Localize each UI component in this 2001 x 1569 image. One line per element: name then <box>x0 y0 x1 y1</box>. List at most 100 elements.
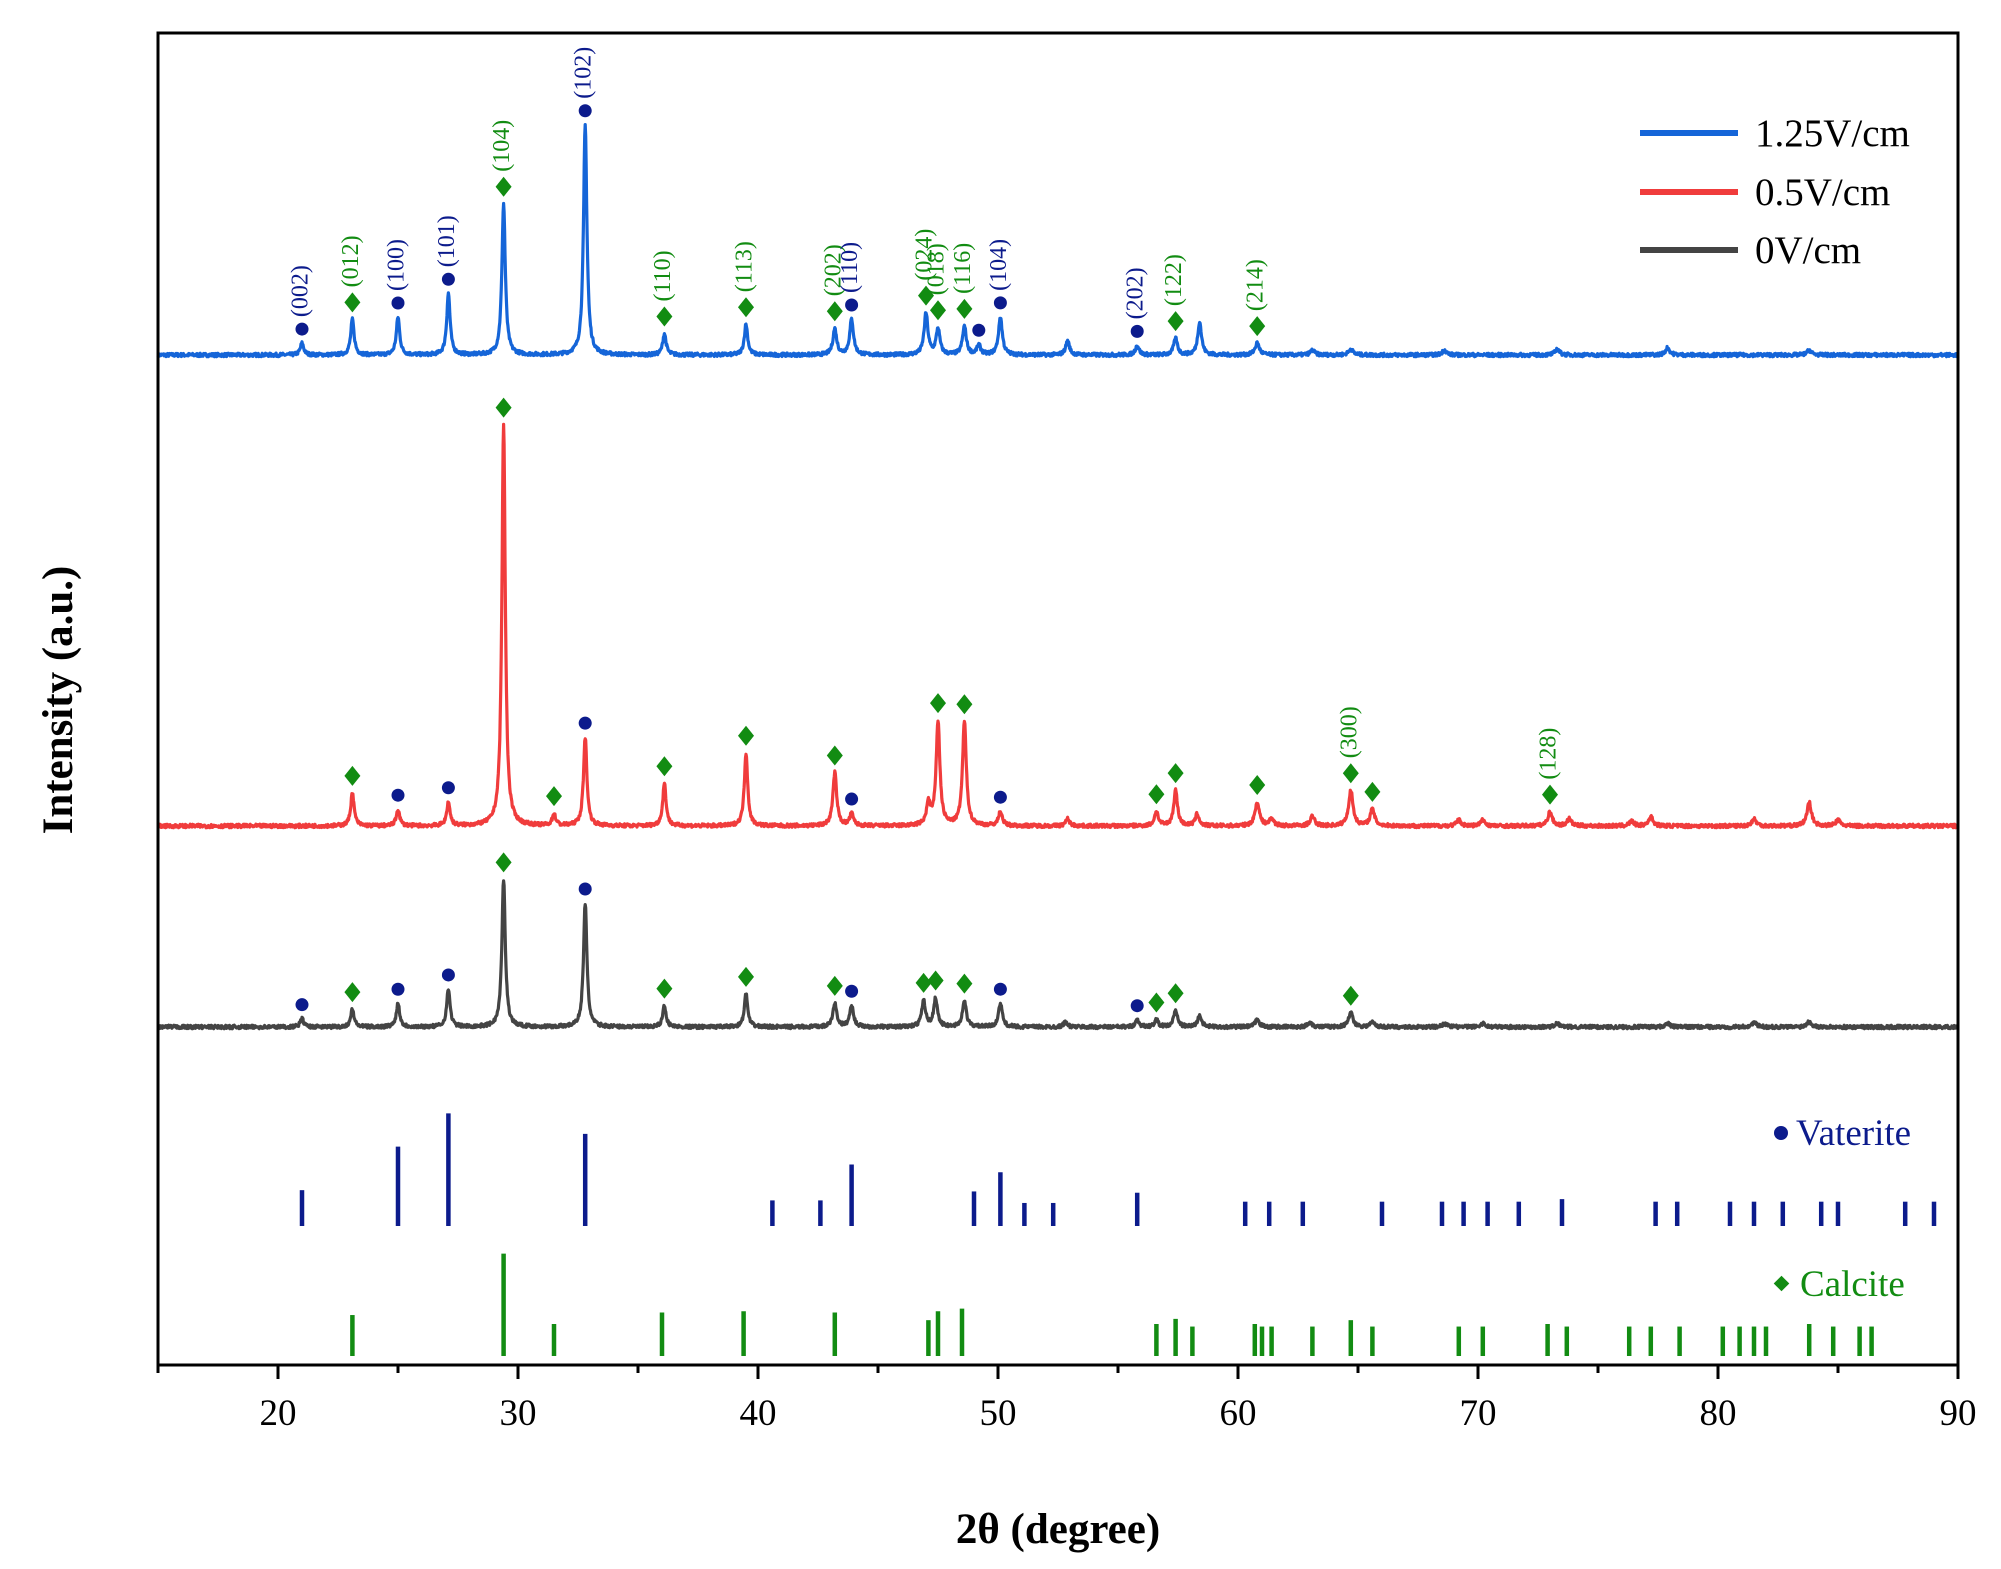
vaterite-reference-legend: Vaterite <box>1774 1113 1911 1154</box>
calcite-marker-0-5v-cm-36-1 <box>656 756 673 777</box>
calcite-legend-diamond-icon <box>1773 1275 1790 1292</box>
vaterite-marker-0-5v-cm-43-9 <box>845 792 859 806</box>
peak-label-calcite--110: (110) <box>650 250 676 301</box>
x-tick-label-50: 50 <box>980 1393 1017 1434</box>
series-line-1-25v-cm <box>156 122 1960 359</box>
peak-label-calcite--214: (214) <box>1243 259 1269 311</box>
calcite-marker-1-25v-cm-36-1 <box>656 306 673 327</box>
calcite-marker-0-5v-cm-65-6 <box>1364 781 1381 802</box>
vaterite-marker-1-25v-cm-50-1 <box>993 296 1007 310</box>
vaterite-marker-1-25v-cm-49-2 <box>972 323 986 337</box>
vaterite-marker-1-25v-cm-55-8 <box>1130 324 1144 338</box>
calcite-marker-0v-cm-47-4 <box>927 970 944 991</box>
calcite-marker-0-5v-cm-60-8 <box>1249 775 1266 796</box>
peak-label-calcite--128: (128) <box>1536 728 1562 780</box>
calcite-marker-1-25v-cm-57-4 <box>1167 311 1184 332</box>
calcite-legend-label: Calcite <box>1800 1264 1905 1305</box>
legend: 1.25V/cm 0.5V/cm 0V/cm <box>1640 112 1910 272</box>
vaterite-marker-0v-cm-32-8 <box>578 882 592 896</box>
x-tick-label-40: 40 <box>740 1393 777 1434</box>
peak-label-vaterite--002: (002) <box>288 265 314 317</box>
calcite-marker-0v-cm-64-7 <box>1342 985 1359 1006</box>
peak-label-calcite--122: (122) <box>1161 254 1187 306</box>
calcite-marker-0-5v-cm-73 <box>1542 784 1558 805</box>
calcite-marker-1-25v-cm-43-2 <box>826 301 843 322</box>
calcite-marker-0v-cm-39-5 <box>738 966 754 987</box>
legend-label-0: 0V/cm <box>1755 229 1861 272</box>
calcite-reference-legend: Calcite <box>1773 1264 1905 1305</box>
calcite-marker-0-5v-cm-64-7 <box>1342 763 1359 784</box>
calcite-marker-1-25v-cm-39-5 <box>738 297 754 318</box>
calcite-marker-0v-cm-48-6 <box>956 973 973 994</box>
calcite-marker-0-5v-cm-29-4 <box>495 397 512 418</box>
x-axis-title: 2θ (degree) <box>956 1506 1160 1553</box>
calcite-marker-0-5v-cm-56-6 <box>1148 784 1165 805</box>
peak-label-calcite--104: (104) <box>489 120 515 172</box>
x-tick-label-70: 70 <box>1460 1393 1497 1434</box>
calcite-marker-0v-cm-23-1 <box>344 982 361 1003</box>
vaterite-legend-dot-icon <box>1774 1126 1788 1140</box>
peak-label-calcite--300: (300) <box>1336 706 1362 758</box>
peak-label-calcite--113: (113) <box>732 241 758 292</box>
calcite-marker-1-25v-cm-29-4 <box>495 176 512 197</box>
x-tick-label-30: 30 <box>500 1393 537 1434</box>
legend-label-1-25: 1.25V/cm <box>1755 112 1910 155</box>
x-tick-label-90: 90 <box>1940 1393 1977 1434</box>
peak-label-calcite--024: (024) <box>912 229 938 281</box>
vaterite-legend-label: Vaterite <box>1796 1113 1911 1154</box>
vaterite-marker-0-5v-cm-32-8 <box>578 716 592 730</box>
calcite-marker-0v-cm-29-4 <box>495 852 512 873</box>
plot-area: (002) (012) (100) (101) (104) (102) (110) (113)… <box>156 47 1960 1356</box>
x-tick-label-80: 80 <box>1700 1393 1737 1434</box>
calcite-marker-1-25v-cm-48-6 <box>956 298 973 319</box>
peak-label-calcite--116: (116) <box>950 243 976 294</box>
calcite-marker-0v-cm-46-9 <box>915 972 932 993</box>
peak-label-vaterite--104: (104) <box>986 239 1012 291</box>
calcite-marker-0v-cm-56-6 <box>1148 992 1165 1013</box>
calcite-marker-1-25v-cm-23-1 <box>344 292 361 313</box>
calcite-marker-0-5v-cm-23-1 <box>344 765 361 786</box>
calcite-marker-1-25v-cm-60-8 <box>1249 316 1266 337</box>
vaterite-marker-0v-cm-43-9 <box>845 984 859 998</box>
x-tick-label-60: 60 <box>1220 1393 1257 1434</box>
peak-label-calcite--012: (012) <box>338 235 364 287</box>
peak-label-vaterite--101: (101) <box>434 215 460 267</box>
peak-label-vaterite--110: (110) <box>837 242 863 293</box>
y-axis-title: Intensity (a.u.) <box>35 566 82 835</box>
vaterite-marker-1-25v-cm-32-8 <box>578 104 592 118</box>
vaterite-marker-0-5v-cm-50-1 <box>993 790 1007 804</box>
calcite-marker-1-25v-cm-47-5 <box>930 300 946 321</box>
peak-label-calcite--018: (018) <box>924 243 950 295</box>
calcite-marker-0-5v-cm-39-5 <box>738 725 754 746</box>
calcite-marker-0-5v-cm-31-5 <box>546 786 562 807</box>
calcite-marker-0-5v-cm-47-5 <box>930 693 946 714</box>
calcite-marker-0v-cm-36-1 <box>656 978 673 999</box>
peak-label-vaterite--100: (100) <box>384 239 410 291</box>
vaterite-marker-0-5v-cm-27-1 <box>441 781 455 795</box>
series-line-0v-cm <box>156 879 1960 1031</box>
peak-label-vaterite--102: (102) <box>571 47 597 99</box>
vaterite-marker-0v-cm-27-1 <box>441 968 455 982</box>
peak-label-calcite--202: (202) <box>820 244 846 296</box>
vaterite-marker-1-25v-cm-25 <box>391 296 405 310</box>
vaterite-marker-0-5v-cm-25 <box>391 788 405 802</box>
vaterite-marker-1-25v-cm-21 <box>295 322 309 336</box>
calcite-marker-0-5v-cm-57-4 <box>1167 763 1184 784</box>
peak-label-vaterite--202: (202) <box>1123 267 1149 319</box>
calcite-marker-0-5v-cm-48-6 <box>956 694 973 715</box>
vaterite-marker-1-25v-cm-27-1 <box>441 272 455 286</box>
calcite-marker-0v-cm-57-4 <box>1167 983 1184 1004</box>
legend-label-0-5: 0.5V/cm <box>1755 171 1890 214</box>
vaterite-marker-0v-cm-21 <box>295 998 309 1012</box>
vaterite-marker-0v-cm-50-1 <box>993 982 1007 996</box>
series-line-0-5v-cm <box>156 422 1960 830</box>
calcite-marker-1-25v-cm-47 <box>918 285 934 306</box>
calcite-marker-0v-cm-43-2 <box>826 975 843 996</box>
x-axis: 20 30 40 50 60 70 80 90 <box>156 1365 1977 1434</box>
calcite-marker-0-5v-cm-43-2 <box>826 745 843 766</box>
vaterite-marker-0v-cm-55-8 <box>1130 999 1144 1013</box>
plot-frame <box>156 31 1960 1367</box>
vaterite-marker-1-25v-cm-43-9 <box>845 298 859 312</box>
x-tick-label-20: 20 <box>260 1393 297 1434</box>
